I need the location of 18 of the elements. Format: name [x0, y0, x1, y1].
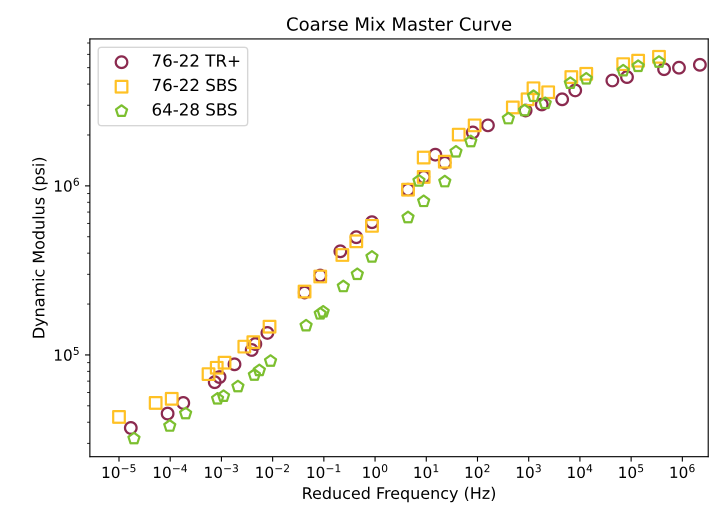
x-tick-label: 10$^{2}$ [466, 464, 490, 478]
chart-title: Coarse Mix Master Curve [287, 16, 512, 31]
x-tick-label: 10$^{6}$ [670, 464, 695, 478]
y-axis-title: Dynamic Modulus (psi) [32, 158, 48, 338]
x-tick-label: 10$^{5}$ [619, 464, 644, 478]
legend-label: 64-28 SBS [152, 103, 237, 116]
x-axis-title: Reduced Frequency (Hz) [303, 486, 496, 502]
x-tick-label: 10$^{4}$ [568, 464, 592, 478]
x-tick-label: 10$^{3}$ [516, 464, 541, 478]
x-tick-label: 10$^{1}$ [414, 464, 438, 478]
x-tick-label: 10$^{−1}$ [308, 464, 340, 478]
x-tick-label: 10$^{−3}$ [205, 464, 238, 478]
x-tick-label: 10$^{−4}$ [154, 464, 188, 478]
legend-label: 76-22 SBS [152, 78, 237, 92]
x-tick-label: 10$^{−5}$ [102, 464, 136, 478]
legend-label: 76-22 TR+ [152, 54, 240, 67]
x-tick-label: 10$^{−2}$ [256, 464, 289, 478]
x-tick-label: 10$^{0}$ [363, 464, 388, 478]
